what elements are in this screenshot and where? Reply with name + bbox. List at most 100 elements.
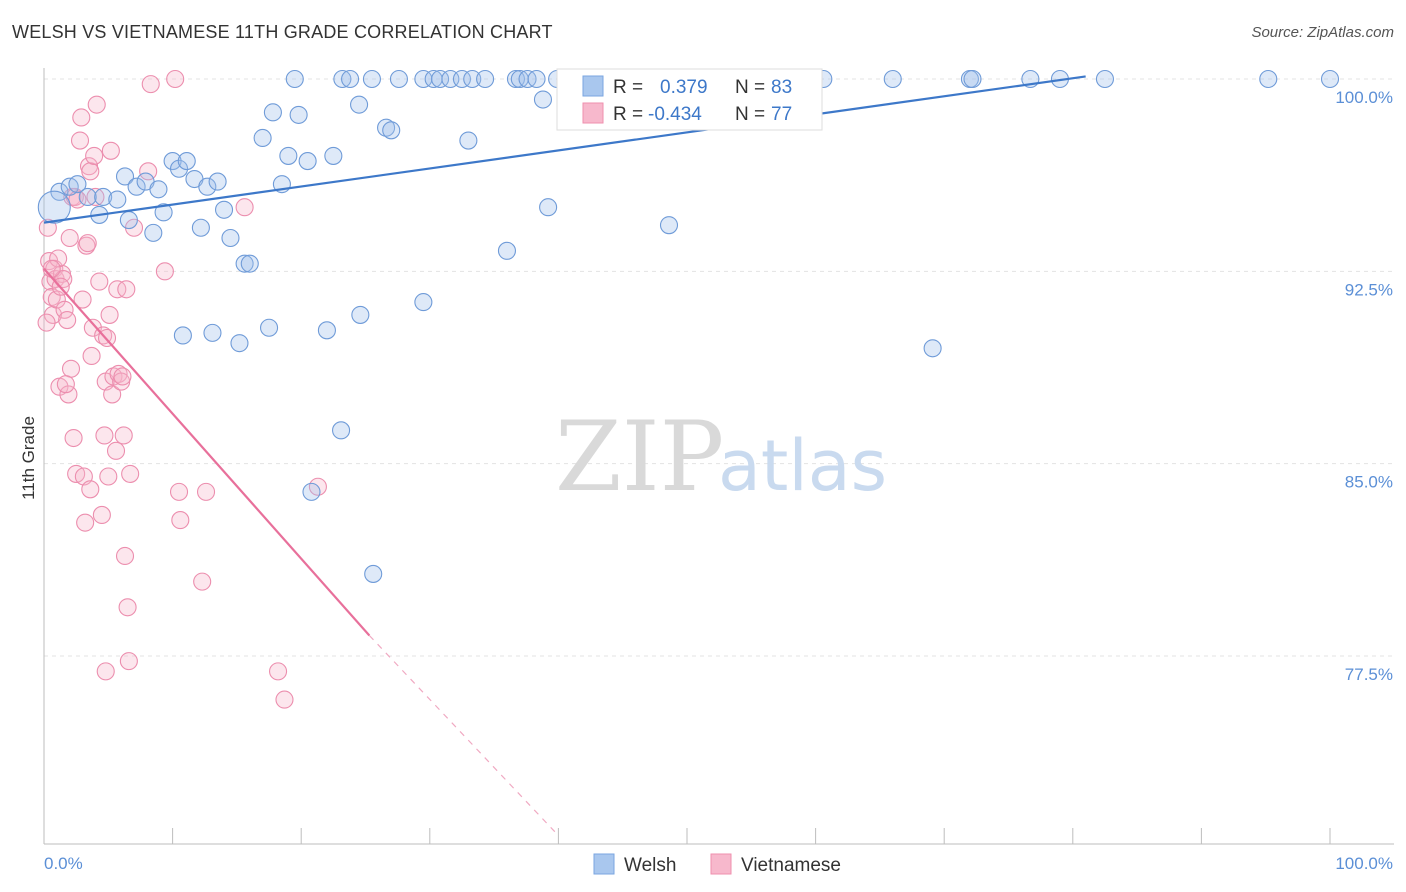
x-tick-label: 100.0% — [1335, 854, 1393, 873]
vietnamese-point — [78, 234, 97, 253]
welsh-point — [414, 293, 433, 312]
welsh-point — [659, 216, 679, 235]
vietnamese-point — [59, 385, 78, 404]
vietnamese-point — [73, 290, 92, 309]
vietnamese-point — [193, 572, 212, 591]
vietnamese-point — [171, 511, 190, 530]
welsh-point — [149, 180, 168, 199]
welsh-point — [533, 90, 553, 109]
welsh-point — [37, 190, 71, 224]
welsh-point — [203, 323, 222, 342]
welsh-point — [78, 187, 97, 207]
y-tick-label: 77.5% — [1345, 665, 1393, 684]
welsh-point — [332, 421, 351, 440]
welsh-point — [382, 121, 401, 140]
welsh-point — [302, 482, 321, 501]
welsh-point — [389, 69, 408, 89]
welsh-point — [476, 69, 495, 89]
vietnamese-point — [139, 162, 158, 181]
welsh-point — [1095, 69, 1114, 89]
vietnamese-point — [103, 385, 122, 404]
welsh-point — [68, 175, 87, 194]
welsh-point — [127, 177, 146, 196]
series-label-welsh: Welsh — [624, 855, 676, 876]
vietnamese-point — [100, 305, 119, 324]
welsh-point — [285, 69, 304, 89]
welsh-point — [463, 69, 482, 89]
vietnamese-point — [64, 428, 83, 448]
welsh-point — [221, 228, 240, 248]
vietnamese-point — [42, 259, 61, 278]
vietnamese-point — [113, 367, 132, 386]
welsh-point — [198, 177, 217, 196]
x-tick-labels: 0.0% 100.0% — [44, 854, 1393, 873]
vietnamese-point — [118, 598, 137, 617]
legend-n-label-welsh: N = — [735, 77, 765, 98]
welsh-point — [324, 146, 343, 165]
welsh-point — [259, 318, 279, 337]
y-tick-label: 85.0% — [1345, 473, 1393, 492]
vietnamese-point — [49, 249, 68, 268]
vietnamese-point — [121, 464, 140, 483]
welsh-point — [235, 254, 254, 273]
vietnamese-point — [86, 187, 105, 207]
vietnamese-point — [37, 313, 56, 332]
vietnamese-point — [72, 108, 91, 127]
welsh-point — [214, 200, 234, 219]
vietnamese-point — [81, 162, 100, 181]
welsh-point — [144, 223, 163, 242]
welsh-point — [883, 69, 902, 89]
welsh-point — [298, 152, 317, 171]
vietnamese-point — [99, 467, 118, 486]
vietnamese-point — [61, 359, 81, 378]
vietnamese-point — [70, 131, 90, 150]
welsh-point — [431, 69, 450, 89]
vietnamese-point — [106, 441, 126, 460]
welsh-point — [923, 339, 942, 358]
welsh-point — [452, 69, 472, 89]
vietnamese-point — [83, 318, 102, 337]
welsh-point — [240, 254, 259, 273]
welsh-point — [497, 241, 517, 260]
welsh-point — [253, 128, 272, 148]
chart-title: WELSH VS VIETNAMESE 11TH GRADE CORRELATI… — [12, 22, 553, 42]
vietnamese-point — [87, 95, 106, 114]
y-tick-label: 92.5% — [1345, 280, 1393, 299]
legend-swatch-vietnamese — [582, 102, 604, 124]
vietnamese-point — [81, 480, 100, 499]
vietnamese-point — [92, 505, 111, 525]
vietnamese-point — [95, 426, 114, 445]
series-label-vietnamese: Vietnamese — [741, 855, 841, 876]
vietnamese-point — [169, 482, 189, 501]
welsh-point — [459, 131, 478, 150]
vietnamese-point — [42, 287, 61, 307]
welsh-point — [333, 69, 352, 89]
vietnamese-point — [114, 426, 133, 445]
vietnamese-point — [117, 280, 136, 299]
vietnamese-point — [141, 75, 160, 94]
legend-n-value-vietnamese: 77 — [771, 104, 792, 125]
welsh-point — [364, 564, 383, 583]
vietnamese-point — [56, 375, 75, 394]
welsh-point — [289, 105, 308, 124]
vietnamese-trend-line — [43, 268, 371, 637]
legend-r-label-vietnamese: R = — [613, 104, 643, 125]
legend-n-label-vietnamese: N = — [735, 104, 765, 125]
legend-r-label-welsh: R = — [613, 77, 643, 98]
vietnamese-point — [90, 272, 109, 291]
welsh-point — [154, 203, 173, 222]
x-tick-label: 0.0% — [44, 854, 83, 873]
vietnamese-point — [60, 228, 79, 248]
watermark-atlas: atlas — [718, 425, 887, 507]
vietnamese-trend-extension — [368, 635, 559, 836]
vietnamese-point — [115, 546, 135, 566]
stats-legend: R = 0.379 N = 83 R = -0.434 N = 77 — [556, 68, 823, 131]
series-swatch-vietnamese — [710, 853, 732, 875]
welsh-trend-line — [43, 75, 1086, 224]
welsh-point — [173, 326, 192, 345]
welsh-point — [1320, 69, 1340, 89]
legend-r-value-welsh: 0.379 — [660, 77, 708, 98]
welsh-point — [527, 69, 546, 89]
welsh-point — [1259, 69, 1278, 89]
